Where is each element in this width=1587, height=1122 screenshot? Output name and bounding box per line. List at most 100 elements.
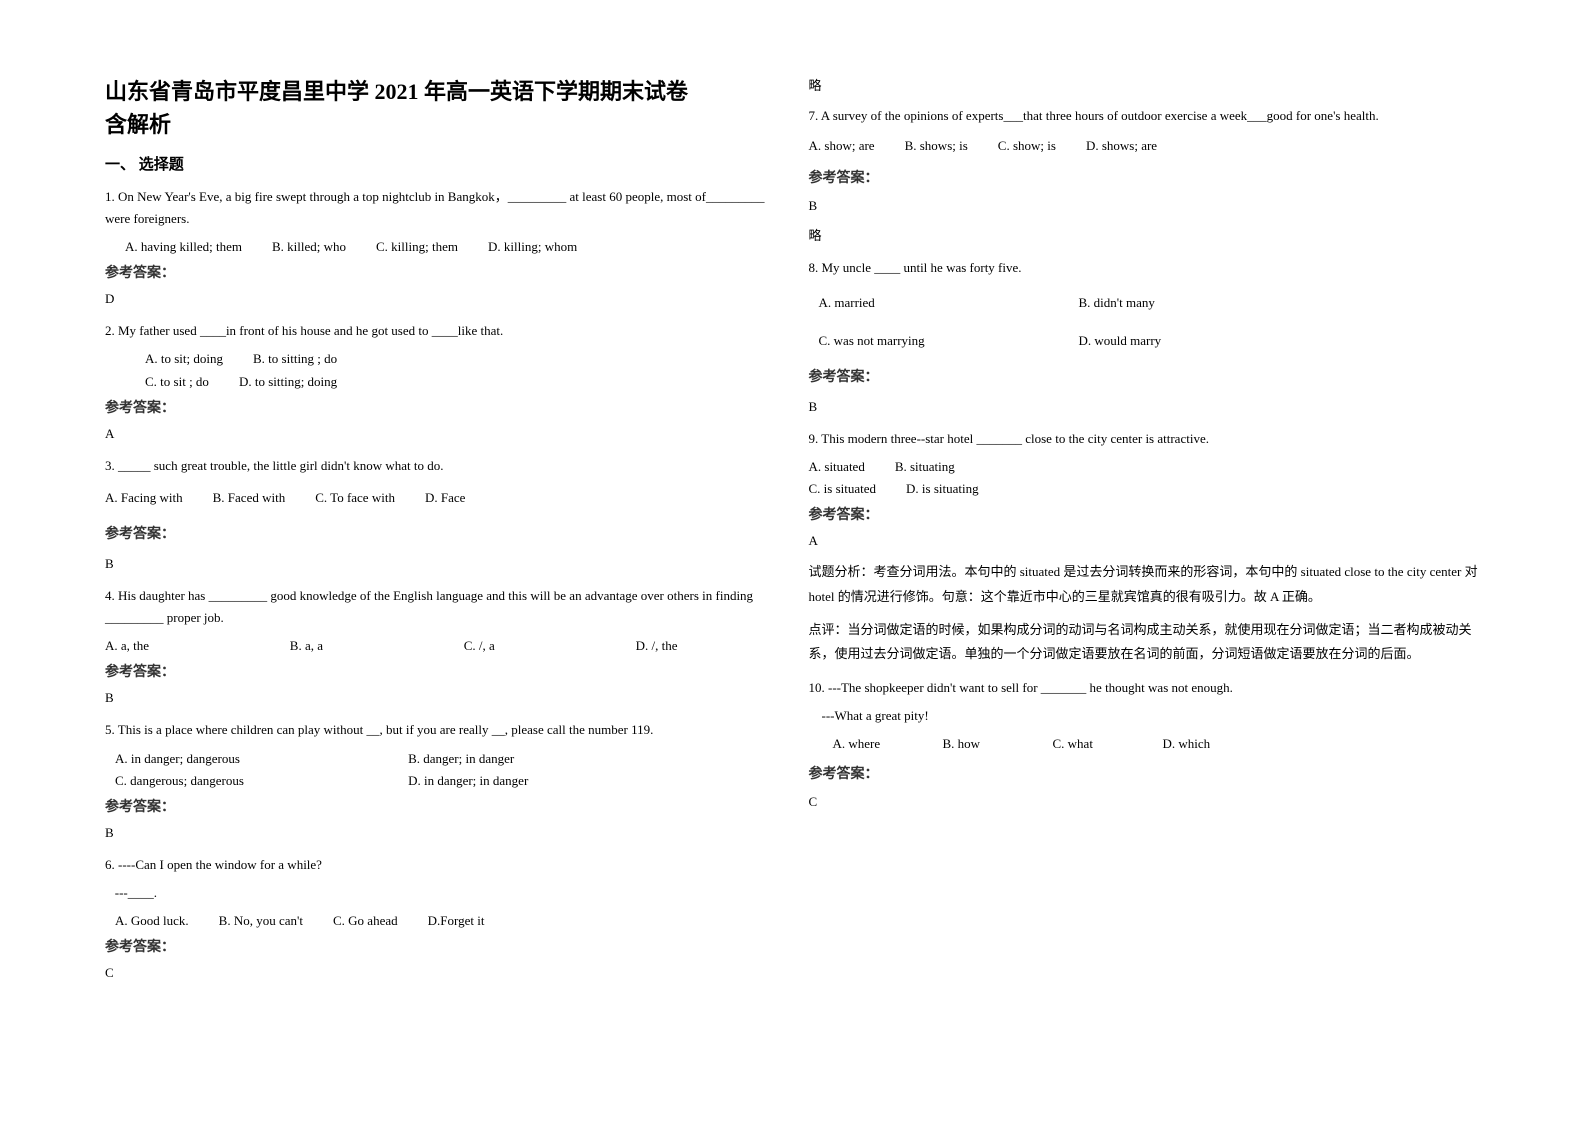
option-b: B. shows; is — [905, 135, 968, 157]
question-2: 2. My father used ____in front of his ho… — [105, 320, 779, 444]
question-text2: ---____. — [105, 882, 779, 904]
question-9: 9. This modern three--star hotel _______… — [809, 428, 1483, 667]
option-b: B. danger; in danger — [408, 748, 711, 770]
question-text: 6. ----Can I open the window for a while… — [105, 854, 779, 876]
question-1: 1. On New Year's Eve, a big fire swept t… — [105, 186, 779, 310]
option-d: D. to sitting; doing — [239, 371, 337, 393]
answer-value: B — [105, 822, 779, 844]
option-a: A. to sit; doing — [145, 348, 223, 370]
option-c: C. dangerous; dangerous — [105, 770, 408, 792]
option-b: B. situating — [895, 456, 955, 478]
answer-label: 参考答案： — [105, 397, 779, 417]
answer-value: B — [105, 687, 779, 709]
option-c: C. Go ahead — [333, 910, 398, 932]
answer-label: 参考答案： — [809, 167, 1483, 187]
title-line-2: 含解析 — [105, 108, 779, 141]
answer-label: 参考答案： — [105, 796, 779, 816]
question-text: 7. A survey of the opinions of experts__… — [809, 105, 1483, 127]
option-c: C. /, a — [464, 635, 495, 657]
option-d: D. killing; whom — [488, 236, 577, 258]
answer-label: 参考答案： — [105, 523, 779, 543]
option-a: A. situated — [809, 456, 865, 478]
analysis-text: 点评：当分词做定语的时候，如果构成分词的动词与名词构成主动关系，就使用现在分词做… — [809, 618, 1483, 667]
option-c: C. what — [1053, 733, 1163, 755]
question-text: 5. This is a place where children can pl… — [105, 719, 779, 741]
question-options: A. Facing with B. Faced with C. To face … — [105, 487, 779, 509]
note-text: 略 — [809, 225, 1483, 247]
option-d: D. /, the — [636, 635, 678, 657]
option-b: B. to sitting ; do — [253, 348, 337, 370]
question-options: A. having killed; them B. killed; who C.… — [105, 236, 779, 258]
answer-value: B — [809, 195, 1483, 217]
doc-title: 山东省青岛市平度昌里中学 2021 年高一英语下学期期末试卷 含解析 — [105, 75, 779, 141]
answer-value: A — [809, 530, 1483, 552]
option-d: D. in danger; in danger — [408, 770, 711, 792]
question-text: 3. _____ such great trouble, the little … — [105, 455, 779, 477]
question-7: 7. A survey of the opinions of experts__… — [809, 105, 1483, 247]
option-d: D. is situating — [906, 478, 979, 500]
question-options: C. to sit ; do D. to sitting; doing — [105, 371, 779, 393]
question-6: 6. ----Can I open the window for a while… — [105, 854, 779, 984]
question-options: A. to sit; doing B. to sitting ; do — [105, 348, 779, 370]
question-3: 3. _____ such great trouble, the little … — [105, 455, 779, 575]
question-options: A. situated B. situating — [809, 456, 1483, 478]
answer-value: C — [105, 962, 779, 984]
note-text: 略 — [809, 75, 1483, 97]
option-c: C. To face with — [315, 487, 395, 509]
option-b: B. killed; who — [272, 236, 346, 258]
question-8: 8. My uncle ____ until he was forty five… — [809, 257, 1483, 417]
question-text: 8. My uncle ____ until he was forty five… — [809, 257, 1483, 279]
option-c: C. is situated — [809, 478, 877, 500]
answer-label: 参考答案： — [105, 262, 779, 282]
option-d: D. Face — [425, 487, 465, 509]
option-a: A. show; are — [809, 135, 875, 157]
option-c: C. show; is — [998, 135, 1056, 157]
option-b: B. Faced with — [213, 487, 286, 509]
question-text: 10. ---The shopkeeper didn't want to sel… — [809, 677, 1483, 699]
option-a: A. where — [833, 733, 943, 755]
option-a: A. Facing with — [105, 487, 183, 509]
option-d: D.Forget it — [428, 910, 485, 932]
option-c: C. killing; them — [376, 236, 458, 258]
question-4: 4. His daughter has _________ good knowl… — [105, 585, 779, 709]
answer-label: 参考答案： — [105, 661, 779, 681]
question-options: A. Good luck. B. No, you can't C. Go ahe… — [105, 910, 779, 932]
answer-value: A — [105, 423, 779, 445]
answer-label: 参考答案： — [809, 366, 1483, 386]
answer-value: B — [809, 396, 1483, 418]
option-a: A. having killed; them — [125, 236, 242, 258]
answer-label: 参考答案： — [809, 504, 1483, 524]
answer-label: 参考答案： — [809, 763, 1483, 783]
title-line-1: 山东省青岛市平度昌里中学 2021 年高一英语下学期期末试卷 — [105, 75, 779, 108]
question-text: 2. My father used ____in front of his ho… — [105, 320, 779, 342]
option-b: B. a, a — [290, 635, 323, 657]
question-options: A. married B. didn't many — [809, 292, 1483, 314]
answer-value: D — [105, 288, 779, 310]
option-a: A. married — [819, 292, 1079, 314]
question-options: A. show; are B. shows; is C. show; is D.… — [809, 135, 1483, 157]
option-d: D. shows; are — [1086, 135, 1157, 157]
question-text: 1. On New Year's Eve, a big fire swept t… — [105, 186, 779, 230]
option-a: A. in danger; dangerous — [105, 748, 408, 770]
question-10: 10. ---The shopkeeper didn't want to sel… — [809, 677, 1483, 813]
answer-value: C — [809, 791, 1483, 813]
answer-value: B — [105, 553, 779, 575]
option-d: D. would marry — [1079, 330, 1162, 352]
option-a: A. a, the — [105, 635, 149, 657]
option-c: C. was not marrying — [819, 330, 1079, 352]
right-column: 略 7. A survey of the opinions of experts… — [794, 75, 1498, 1047]
option-a: A. Good luck. — [115, 910, 189, 932]
left-column: 山东省青岛市平度昌里中学 2021 年高一英语下学期期末试卷 含解析 一、 选择… — [90, 75, 794, 1047]
question-text2: ---What a great pity! — [809, 705, 1483, 727]
section-heading: 一、 选择题 — [105, 153, 779, 174]
question-options: A. where B. how C. what D. which — [809, 733, 1483, 755]
question-5: 5. This is a place where children can pl… — [105, 719, 779, 843]
question-text: 9. This modern three--star hotel _______… — [809, 428, 1483, 450]
option-d: D. which — [1163, 733, 1273, 755]
option-c: C. to sit ; do — [145, 371, 209, 393]
question-options: C. was not marrying D. would marry — [809, 330, 1483, 352]
question-options: C. is situated D. is situating — [809, 478, 1483, 500]
analysis-text: 试题分析：考查分词用法。本句中的 situated 是过去分词转换而来的形容词，… — [809, 560, 1483, 609]
option-b: B. didn't many — [1079, 292, 1155, 314]
question-options: A. a, the B. a, a C. /, a D. /, the — [105, 635, 677, 657]
